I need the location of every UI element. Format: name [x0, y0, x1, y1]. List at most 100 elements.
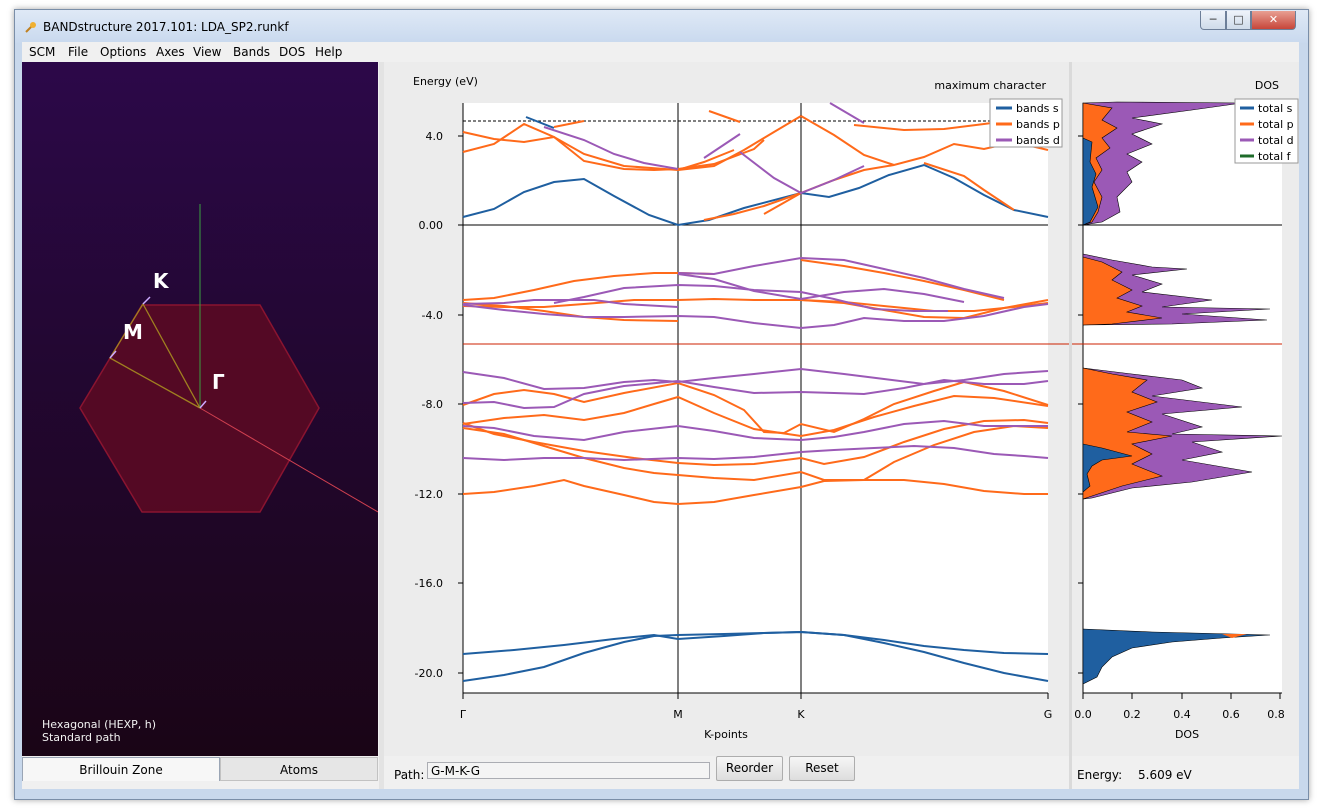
dos-chart[interactable]: DOS — [1072, 62, 1299, 756]
path-label: Path: — [394, 768, 425, 782]
k-marker — [142, 296, 151, 305]
band-p-12 — [462, 131, 735, 172]
band-s-4 — [525, 116, 555, 129]
band-p-13 — [677, 115, 802, 171]
dos-x-tick-04: 0.4 — [1173, 708, 1191, 721]
energy-value: 5.609 eV — [1138, 768, 1192, 782]
energy-label: Energy: — [1077, 768, 1123, 782]
band-p-10 — [800, 259, 1005, 301]
close-button[interactable]: ✕ — [1251, 11, 1296, 30]
dos-s-bottom — [1082, 628, 1271, 685]
window-title: BANDstructure 2017.101: LDA_SP2.runkf — [43, 20, 289, 34]
legend-bands-p: bands p — [1016, 118, 1060, 131]
reorder-button[interactable]: Reorder — [716, 756, 783, 781]
legend-total-s: total s — [1258, 102, 1293, 115]
legend-bands-s: bands s — [1016, 102, 1059, 115]
dos-p-low — [1082, 367, 1173, 500]
dos-y-ticks — [1078, 135, 1083, 674]
bands-legend: bands s bands p bands d — [989, 98, 1063, 148]
dos-xlabel: DOS — [1175, 728, 1199, 741]
axis-red — [199, 407, 378, 513]
brillouin-zone-canvas[interactable]: K M Γ — [22, 62, 378, 756]
minimize-button[interactable]: ─ — [1200, 11, 1226, 30]
legend-total-d: total d — [1258, 134, 1294, 147]
x-tick-gamma: Γ — [460, 708, 467, 721]
menu-file[interactable]: File — [68, 45, 89, 59]
splitter-left[interactable] — [379, 62, 384, 789]
maximize-button[interactable]: □ — [1226, 11, 1251, 30]
menu-bands[interactable]: Bands — [233, 45, 271, 59]
band-p-6 — [462, 272, 715, 301]
band-lines — [462, 102, 1049, 682]
y-ticks: 4.0 0.00 -4.0 -8.0 -12.0 -16.0 -20.0 — [415, 130, 463, 680]
title-bar: BANDstructure 2017.101: LDA_SP2.runkf ─ … — [15, 10, 1308, 43]
label-m: M — [123, 320, 143, 344]
band-d-10 — [543, 126, 679, 170]
band-p-7 — [462, 302, 679, 322]
menu-scm[interactable]: SCM — [29, 45, 56, 59]
y-tick-m4: -4.0 — [422, 309, 443, 322]
dos-p-bottom — [1222, 634, 1247, 638]
menu-bar: SCM File Options Axes View Bands DOS Hel… — [22, 42, 1299, 61]
band-d-1 — [462, 444, 1049, 462]
dos-d-upper — [1082, 101, 1243, 226]
app-icon — [25, 22, 36, 33]
y-tick-0: 0.00 — [419, 219, 444, 232]
path-input[interactable]: G-M-K-G — [427, 762, 710, 779]
menu-view[interactable]: View — [193, 45, 222, 59]
dos-x-tick-02: 0.2 — [1123, 708, 1141, 721]
brillouin-zone-view[interactable]: K M Γ Hexagonal (HEXP, h) Standard path — [22, 62, 378, 756]
band-p-4 — [462, 394, 1049, 438]
band-d-9 — [677, 273, 965, 303]
menu-dos[interactable]: DOS — [279, 45, 306, 59]
dos-s-low — [1082, 443, 1133, 493]
dos-panel[interactable]: DOS — [1072, 62, 1299, 756]
band-s-3 — [462, 163, 1049, 227]
dos-x-tick-06: 0.6 — [1222, 708, 1240, 721]
legend-total-p: total p — [1258, 118, 1294, 131]
band-p-16 — [703, 192, 802, 221]
band-p-8 — [462, 297, 1049, 312]
band-d-12 — [739, 151, 865, 195]
bands-xlabel: K-points — [704, 728, 748, 741]
label-gamma: Γ — [212, 370, 225, 394]
tab-atoms[interactable]: Atoms — [220, 757, 378, 781]
dos-x-tick-0: 0.0 — [1074, 708, 1092, 721]
gamma-marker — [199, 400, 207, 409]
band-p-2 — [462, 424, 1049, 482]
band-d-2 — [462, 419, 1048, 442]
bands-header: maximum character — [934, 79, 1046, 92]
y-tick-m16: -16.0 — [415, 577, 443, 590]
band-d-4 — [462, 367, 1049, 391]
menu-axes[interactable]: Axes — [156, 45, 185, 59]
band-p-18 — [708, 110, 741, 123]
splitter-right[interactable] — [1069, 62, 1072, 789]
dos-x-tick-marks — [1082, 693, 1281, 699]
bands-ylabel: Energy (eV) — [413, 75, 478, 88]
band-structure-panel[interactable]: Energy (eV) maximum character 4.0 0.00 -… — [384, 62, 1069, 756]
plot-area — [463, 103, 1048, 693]
menu-options[interactable]: Options — [100, 45, 147, 59]
band-p-9 — [800, 299, 1049, 320]
menu-help[interactable]: Help — [315, 45, 343, 59]
reset-button[interactable]: Reset — [789, 756, 855, 781]
x-tick-m: M — [673, 708, 683, 721]
band-structure-chart[interactable]: Energy (eV) maximum character 4.0 0.00 -… — [384, 62, 1069, 756]
y-tick-m20: -20.0 — [415, 667, 443, 680]
client-area: SCM File Options Axes View Bands DOS Hel… — [22, 42, 1299, 789]
y-tick-4: 4.0 — [426, 130, 444, 143]
label-k: K — [153, 269, 170, 293]
tab-brillouin-zone[interactable]: Brillouin Zone — [22, 757, 220, 781]
k-path — [109, 302, 201, 409]
band-s-2 — [462, 630, 1049, 655]
band-p-3 — [462, 418, 1049, 467]
dos-legend: total s total p total d total f — [1234, 98, 1299, 164]
band-p-1 — [462, 478, 1048, 506]
app-window: BANDstructure 2017.101: LDA_SP2.runkf ─ … — [14, 9, 1309, 800]
band-d-7 — [462, 303, 1049, 330]
band-d-13 — [829, 102, 865, 124]
dos-title: DOS — [1255, 79, 1279, 92]
x-tick-g: G — [1044, 708, 1053, 721]
band-d-11 — [703, 133, 741, 159]
dos-s-upper — [1082, 137, 1099, 226]
